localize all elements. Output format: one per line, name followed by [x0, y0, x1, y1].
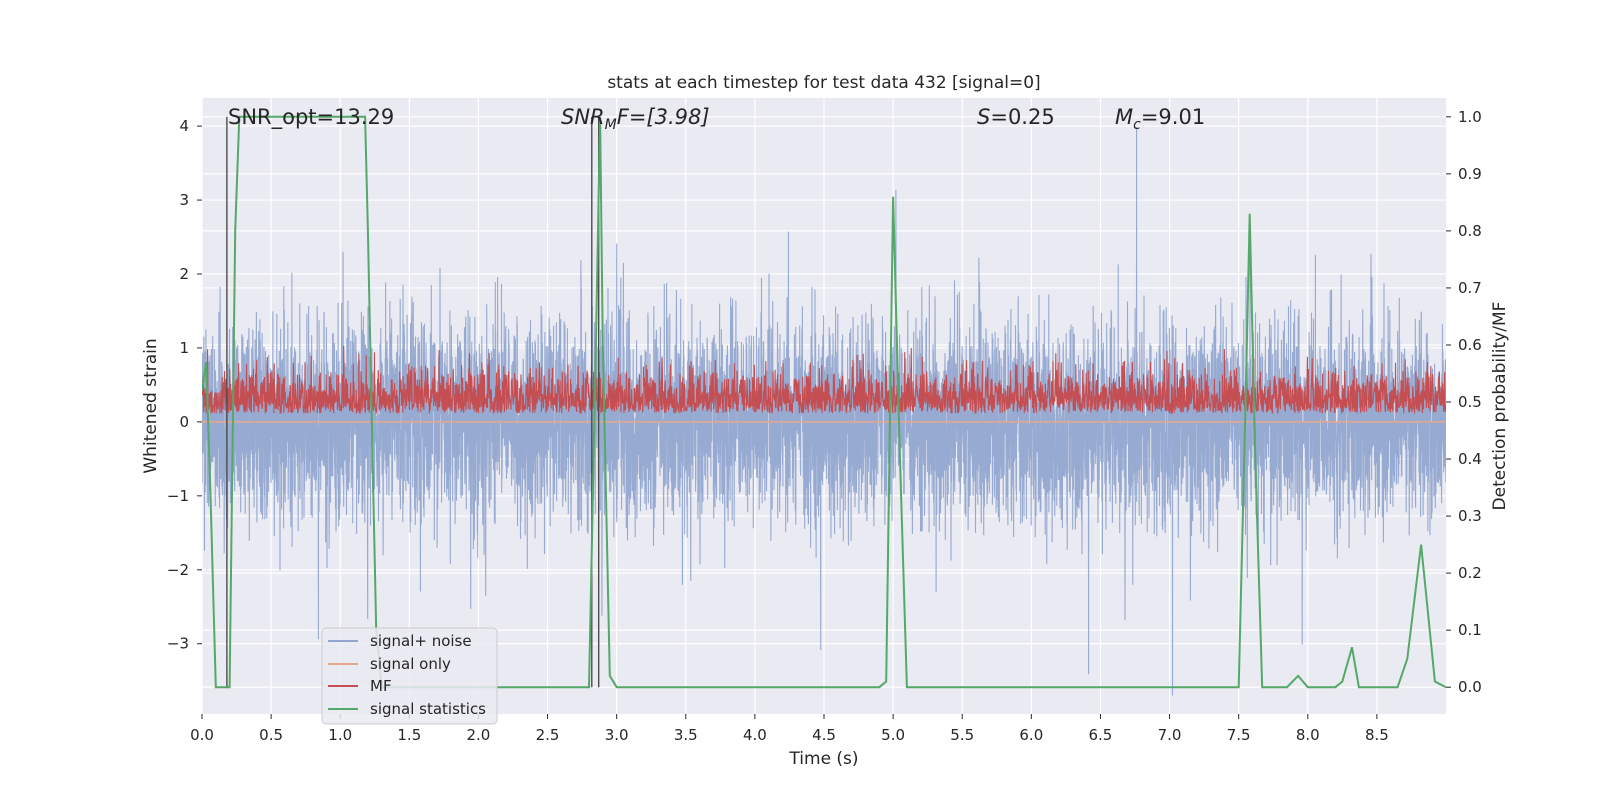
y-axis-ticks: 4 3 2 1 0 −1 −2 −3 — [167, 117, 202, 653]
annotation-s: S=0.25 — [977, 105, 1055, 129]
x-tick-label: 2.0 — [467, 726, 491, 744]
x-tick-label: 3.5 — [674, 726, 698, 744]
mf-line — [202, 345, 1446, 415]
mf-series — [202, 345, 1446, 415]
x-tick-label: 4.5 — [812, 726, 836, 744]
legend-box — [321, 627, 498, 725]
x-axis-title: Time (s) — [788, 749, 858, 769]
annotation-mc-var: M — [1115, 105, 1133, 129]
chart-title: stats at each timestep for test data 432… — [607, 73, 1040, 93]
signal-statistics-series — [202, 115, 1446, 689]
y2-tick-label: 0.2 — [1458, 564, 1482, 582]
annotation-s-var: S — [977, 105, 990, 129]
y-tick-label: −2 — [167, 561, 189, 579]
y2-tick-label: 0.3 — [1458, 507, 1482, 525]
y2-tick-label: 0.4 — [1458, 450, 1482, 468]
x-tick-label: 8.0 — [1296, 726, 1320, 744]
y2-axis-title: Detection probability/MF — [1490, 302, 1510, 511]
y2-tick-label: 0.9 — [1458, 165, 1482, 183]
y-tick-label: 3 — [179, 191, 189, 209]
annotation-snr-mf-var: SNR — [561, 105, 605, 129]
annotation-s-rest: =0.25 — [990, 105, 1054, 129]
legend-label-mf: MF — [370, 677, 392, 695]
annotation-snr-opt: SNR_opt=13.29 — [228, 105, 394, 130]
x-tick-label: 3.0 — [605, 726, 629, 744]
x-tick-label: 6.0 — [1019, 726, 1043, 744]
y2-tick-label: 0.7 — [1458, 279, 1482, 297]
x-tick-label: 1.5 — [397, 726, 421, 744]
y-tick-label: −1 — [167, 487, 189, 505]
y-tick-label: −3 — [167, 635, 189, 653]
y-tick-label: 1 — [179, 339, 189, 357]
y2-tick-label: 0.6 — [1458, 336, 1482, 354]
x-tick-label: 5.5 — [950, 726, 974, 744]
y-tick-label: 4 — [179, 117, 189, 135]
x-tick-label: 6.5 — [1089, 726, 1113, 744]
x-tick-label: 2.5 — [536, 726, 560, 744]
legend: signal+ noise signal only MF signal stat… — [321, 627, 498, 725]
legend-label-signal-statistics: signal statistics — [370, 700, 486, 718]
x-tick-label: 8.5 — [1365, 726, 1389, 744]
y2-tick-label: 1.0 — [1458, 108, 1482, 126]
y2-tick-label: 0.1 — [1458, 621, 1482, 639]
x-tick-label: 1.0 — [328, 726, 352, 744]
annotation-snr-mf-rest: F=[3.98] — [617, 105, 710, 129]
annotation-mc-rest: =9.01 — [1141, 105, 1205, 129]
y2-tick-label: 0.0 — [1458, 678, 1482, 696]
y-tick-label: 2 — [179, 265, 189, 283]
y2-tick-label: 0.8 — [1458, 222, 1482, 240]
x-tick-label: 7.5 — [1227, 726, 1251, 744]
x-tick-label: 7.0 — [1158, 726, 1182, 744]
x-tick-label: 4.0 — [743, 726, 767, 744]
x-tick-label: 0.5 — [259, 726, 283, 744]
y-axis-title: Whitened strain — [141, 338, 161, 473]
x-tick-label: 0.0 — [190, 726, 214, 744]
annotation-mc-sub: c — [1133, 117, 1141, 133]
y-tick-label: 0 — [179, 413, 189, 431]
annotation-mc: Mc=9.01 — [1115, 105, 1205, 133]
annotation-snr-mf: SNRMF=[3.98] — [561, 105, 710, 133]
y2-axis-ticks: 1.0 0.9 0.8 0.7 0.6 0.5 0.4 0.3 0.2 0.1 0.0 — [1446, 108, 1482, 696]
x-tick-label: 5.0 — [881, 726, 905, 744]
annotation-snr-mf-sub: M — [605, 117, 617, 133]
legend-label-signal-noise: signal+ noise — [370, 632, 472, 650]
legend-label-signal-only: signal only — [370, 655, 451, 673]
y2-tick-label: 0.5 — [1458, 393, 1482, 411]
x-axis-ticks: 0.0 0.5 1.0 1.5 2.0 2.5 3.0 3.5 4.0 4.5 5.0 5.5 6.0 6… — [190, 714, 1389, 744]
signal-statistics-line — [202, 115, 1446, 689]
